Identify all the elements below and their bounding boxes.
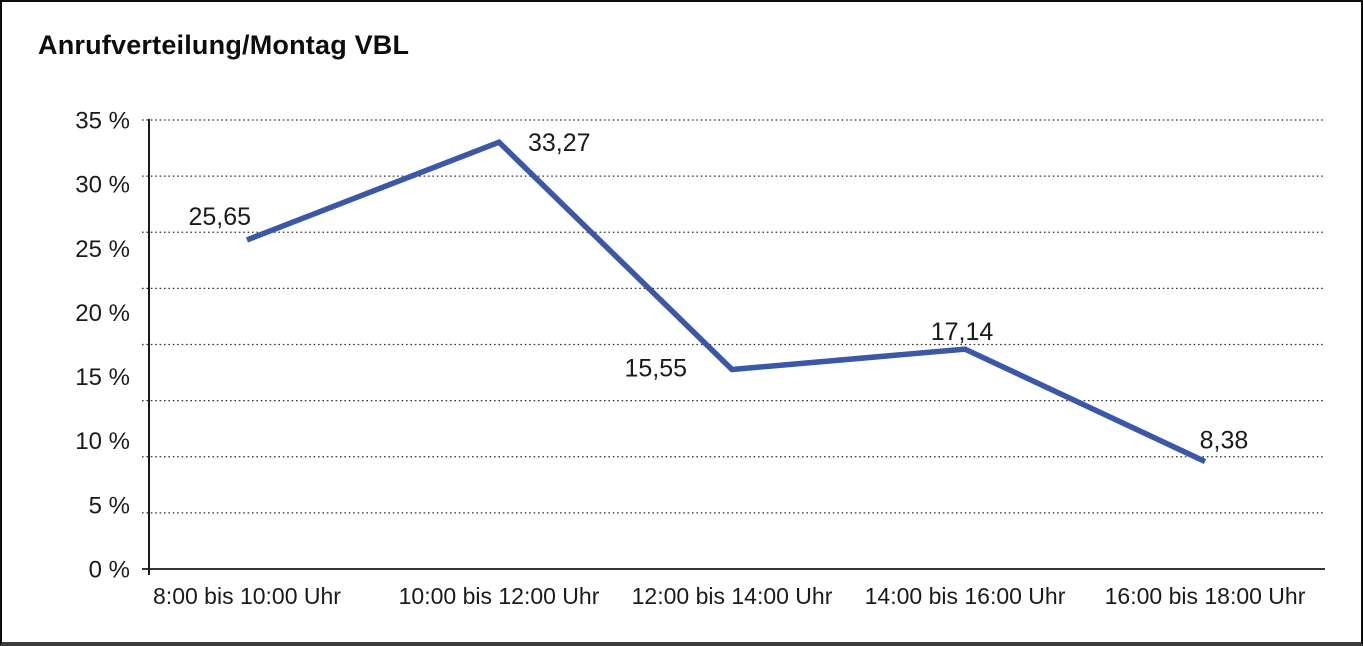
y-tick-label: 0 % (89, 557, 130, 584)
x-tick-label: 8:00 bis 10:00 Uhr (153, 583, 341, 609)
data-label: 8,38 (1200, 426, 1249, 454)
x-tick-label: 12:00 bis 14:00 Uhr (632, 583, 833, 609)
y-tick-label: 25 % (75, 236, 130, 263)
series-line (246, 138, 1207, 464)
y-tick-label: 10 % (75, 428, 130, 455)
data-label: 17,14 (931, 318, 994, 346)
data-label: 25,65 (188, 203, 251, 231)
y-tick-label: 5 % (89, 492, 130, 519)
y-tick-label: 30 % (75, 172, 130, 199)
x-tick-label: 10:00 bis 12:00 Uhr (399, 583, 600, 609)
y-tick-label: 35 % (75, 108, 130, 135)
x-tick-label: 16:00 bis 18:00 Uhr (1105, 583, 1306, 609)
chart-title: Anrufverteilung/Montag VBL (38, 30, 410, 60)
data-label: 33,27 (528, 129, 591, 157)
y-tick-label: 20 % (75, 300, 130, 327)
x-tick-label: 14:00 bis 16:00 Uhr (865, 583, 1066, 609)
y-tick-label: 15 % (75, 364, 130, 391)
data-label: 15,55 (624, 355, 687, 383)
